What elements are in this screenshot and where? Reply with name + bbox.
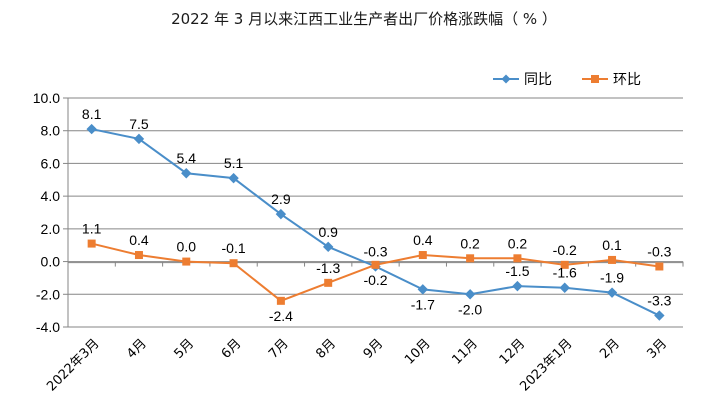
y-tick-label: -2.0 [36,286,60,302]
x-tick-label: 7月 [266,336,292,362]
x-tick-label: 2月 [597,336,623,362]
data-label: -0.3 [363,243,387,259]
legend-marker-square [591,75,599,83]
y-tick-label: 8.0 [41,123,61,139]
y-tick-label: 6.0 [41,155,61,171]
x-tick-label: 6月 [219,336,245,362]
data-point-square [229,259,238,268]
series [86,123,665,321]
data-label: 0.2 [508,235,528,251]
data-label: 5.4 [177,150,197,166]
data-point-square [513,254,522,263]
data-point-square [608,255,617,264]
data-label: 0.9 [318,224,338,240]
data-label: -0.2 [553,242,577,258]
data-point-diamond [417,284,429,295]
x-tick-label: 4月 [124,336,150,362]
data-point-square [87,239,96,248]
data-label: -2.0 [458,301,482,317]
legend-label: 环比 [613,72,641,88]
data-point-diamond [228,172,239,184]
x-tick-label: 5月 [171,336,197,362]
grid-lines [63,97,684,328]
data-label: -0.2 [363,272,387,288]
x-tick-label: 12月 [497,336,528,367]
data-label: -1.6 [553,265,577,281]
data-label: 0.4 [413,232,433,248]
legend-marker-diamond [501,74,511,84]
data-label: 1.1 [82,221,102,237]
data-label: -1.5 [505,263,529,279]
data-point-diamond [181,168,192,179]
data-label: -0.3 [647,243,671,259]
x-tick-label: 11月 [449,336,480,367]
axes [67,98,683,327]
x-tick-label: 2022年3月 [44,336,102,394]
data-label: -1.3 [316,260,340,276]
data-label: -1.9 [600,270,624,286]
y-tick-label: 0.0 [41,254,61,270]
data-labels: 8.1 7.5 5.4 5.1 2.9 0.9 -0.3 -1.7 -2.0 -1.5 -1.6 -1… [82,106,672,324]
data-label: 0.0 [177,239,197,255]
data-point-square [276,296,285,305]
data-label: -2.4 [269,308,293,324]
x-tick-label: 8月 [313,336,339,362]
data-point-diamond [322,241,334,253]
data-label: 0.4 [129,232,149,248]
data-label: 7.5 [129,116,149,132]
data-point-square [655,262,664,271]
data-label: -3.3 [647,293,671,309]
data-point-square [418,251,427,260]
data-point-square [324,278,333,287]
y-tick-label: 10.0 [33,90,60,106]
data-label: 5.1 [224,155,244,171]
y-tick-labels: 10.0 8.0 6.0 4.0 2.0 0.0 -2.0 -4.0 [33,90,60,335]
data-label: 0.1 [602,237,622,253]
y-tick-label: 4.0 [41,188,61,204]
x-tick-label: 10月 [402,336,433,367]
data-label: -1.7 [411,296,435,312]
data-label: 8.1 [82,106,102,122]
x-tick-label: 3月 [645,336,671,362]
data-point-diamond [606,287,618,298]
data-point-square [371,260,380,269]
data-point-square [466,254,475,263]
data-point-square [134,251,143,260]
data-point-diamond [133,133,145,145]
data-point-diamond [464,289,476,300]
data-label: 2.9 [271,191,291,207]
legend-label: 同比 [524,72,552,88]
data-point-square [560,260,569,269]
data-point-diamond [512,280,523,292]
chart-title: 2022 年 3 月以来江西工业生产者出厂价格涨跌幅（ % ） [171,10,557,28]
x-tick-label: 9月 [361,336,387,362]
data-point-diamond [86,123,97,135]
data-label: 0.2 [460,235,480,251]
data-point-diamond [275,208,287,220]
data-point-square [182,257,191,266]
data-label: -0.1 [222,240,246,256]
legend: 同比 环比 [493,72,641,88]
y-tick-label: 2.0 [41,221,61,237]
y-tick-label: -4.0 [36,319,60,335]
data-point-diamond [654,310,665,321]
data-point-diamond [559,282,570,293]
